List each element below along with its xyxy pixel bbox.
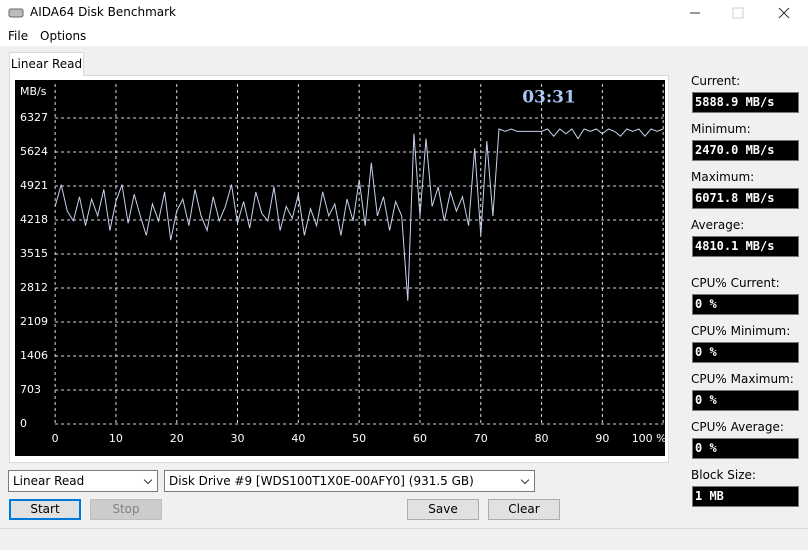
stat-label: Maximum: — [691, 170, 755, 184]
stop-button: Stop — [90, 499, 162, 520]
stat-label: Block Size: — [691, 468, 756, 482]
close[interactable] — [778, 7, 790, 19]
stat-label: Average: — [691, 218, 745, 232]
tab[interactable]: Linear Read — [9, 52, 84, 76]
stat-value: 0 % — [692, 390, 799, 411]
maximize[interactable] — [732, 7, 744, 19]
status-bar-divider — [0, 528, 808, 529]
start-button[interactable]: Start — [9, 499, 81, 520]
stat-label: CPU% Current: — [691, 276, 780, 290]
stat-label: CPU% Minimum: — [691, 324, 791, 338]
app-icon — [8, 8, 24, 18]
stat-label: CPU% Maximum: — [691, 372, 794, 386]
window-controls — [690, 7, 790, 19]
stat-value: 5888.9 MB/s — [692, 92, 799, 113]
test-select[interactable]: Linear Read — [8, 470, 158, 492]
stat-value: 1 MB — [692, 486, 799, 507]
stat-value: 4810.1 MB/s — [692, 236, 799, 257]
title-bar: AIDA64 Disk Benchmark — [0, 0, 808, 26]
stat-label: Minimum: — [691, 122, 751, 136]
menu-bar: File Options — [0, 26, 808, 46]
stat-value: 0 % — [692, 438, 799, 459]
stat-value: 6071.8 MB/s — [692, 188, 799, 209]
stat-label: CPU% Average: — [691, 420, 784, 434]
clear-button[interactable]: Clear — [488, 499, 560, 520]
menu-item[interactable]: File — [8, 29, 29, 43]
window-title: AIDA64 Disk Benchmark — [30, 5, 177, 19]
menu-item[interactable]: Options — [40, 29, 87, 43]
stat-value: 2470.0 MB/s — [692, 140, 799, 161]
tab-panel — [9, 75, 669, 463]
stat-value: 0 % — [692, 294, 799, 315]
stat-label: Current: — [691, 74, 741, 88]
drive-select[interactable]: Disk Drive #9 [WDS100T1X0E-00AFY0] (931.… — [164, 470, 535, 492]
stat-value: 0 % — [692, 342, 799, 363]
save-button[interactable]: Save — [407, 499, 479, 520]
